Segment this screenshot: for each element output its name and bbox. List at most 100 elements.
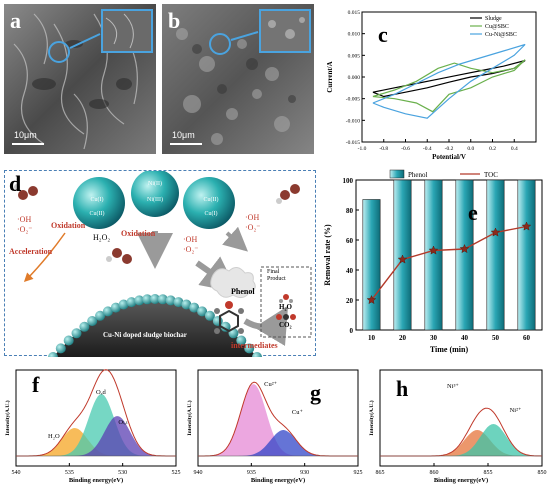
sem-texture-b [162, 4, 314, 154]
surface-bead [220, 321, 231, 332]
surface-bead [197, 306, 208, 317]
surface-bead [79, 321, 90, 332]
radicals-left: ·OH ·O₂⁻ [17, 215, 33, 234]
toc-line [370, 225, 527, 301]
radicals-right: ·OH ·O₂⁻ [245, 213, 261, 232]
y-axis-label: Intensity(A.U.) [4, 400, 11, 435]
xps-chart-g: 940 935 930 925 Binding energy(eV) Intensity(… [186, 369, 363, 484]
surface-bead [87, 316, 98, 326]
x-tick-label: 535 [65, 470, 74, 476]
inset-box-a [101, 9, 153, 53]
cv-series-Cu@SBC [372, 59, 526, 113]
x-tick-label: 10 [368, 334, 376, 342]
y-tick-label: -0.010 [346, 118, 360, 124]
x-tick-label: -1.0 [358, 146, 367, 152]
y-tick-label: 0.015 [348, 10, 361, 16]
y-axis-label: Intensity(A.U.) [186, 400, 193, 435]
plot-frame [355, 179, 543, 331]
panel-label-e: e [468, 200, 478, 225]
x-tick-label: 20 [399, 334, 407, 342]
final-product-label: Final Product [267, 269, 286, 282]
xps-panel-h: 865 860 855 850 Binding energy(eV) Intensity(… [366, 366, 548, 486]
x-axis-label: Binding energy(eV) [434, 477, 488, 484]
surface-bead [236, 335, 247, 346]
surface-bead [63, 335, 74, 346]
peak-label-ni3: Ni³⁺ [447, 383, 459, 390]
plot-frame [15, 369, 177, 467]
x-tick-label: -0.2 [445, 146, 454, 152]
xps-peak-fill [16, 416, 176, 456]
x-tick-label: 940 [194, 470, 203, 476]
peak-label-olat: Oₗₐₜ [118, 419, 128, 426]
x-axis-label: Time (min) [430, 345, 469, 354]
xps-peak-fill [380, 424, 542, 456]
toc-point [521, 221, 532, 231]
x-tick-label: -0.8 [379, 146, 388, 152]
legend-label: Cu@SBC [485, 24, 509, 30]
surface-bead [165, 295, 176, 306]
legend-label-phenol: Phenol [408, 171, 428, 179]
ion-label-1: Cu(I) [91, 196, 104, 203]
biochar-surface-beads [48, 294, 262, 357]
surface-bead [102, 306, 113, 317]
panel-label-d: d [9, 171, 22, 196]
xps-peak-fill [198, 384, 358, 456]
toc-point [459, 243, 470, 254]
plot-frame [197, 369, 359, 467]
toc-point [397, 254, 408, 264]
mechanism-svg: Ni(II) Cu(I) Cu(II) Ni(III) Cu(II) Cu(I) [14, 171, 312, 357]
y-axis-label: Removal rate (%) [323, 224, 332, 286]
surface-bead [204, 310, 215, 321]
peak-label-h2o: H₂O [48, 433, 60, 440]
surface-bead [181, 299, 192, 310]
x-axis-label: Potential/V [432, 153, 466, 161]
x-tick-label: 530 [118, 470, 127, 476]
y-tick-label: 20 [346, 297, 354, 305]
ion-label-5: Cu(I) [205, 210, 218, 217]
peak-label-ni2: Ni²⁺ [510, 407, 522, 414]
xps-peak-fill [16, 394, 176, 456]
panel-label-h: h [396, 376, 409, 401]
surface-bead [142, 294, 153, 305]
x-tick-label: 930 [300, 470, 309, 476]
surface-bead [110, 302, 121, 313]
surface-bead [126, 297, 137, 308]
h2o2-molecule-center [106, 248, 132, 264]
x-tick-label: -0.4 [423, 146, 432, 152]
surface-bead [157, 294, 168, 305]
panel-label-g: g [310, 380, 321, 405]
x-axis-label: Binding energy(eV) [251, 477, 305, 484]
h2o2-molecule-top-left [14, 184, 38, 200]
y-tick-label: 40 [346, 267, 354, 275]
legend-label-toc: TOC [484, 171, 498, 179]
y-tick-label: 80 [346, 207, 354, 215]
surface-bead [95, 310, 106, 321]
h2o2-molecule-top-right [276, 184, 300, 204]
co2-label: CO₂ [279, 321, 292, 329]
peak-label-cu1: Cu⁺ [292, 409, 304, 416]
h2o2-label: H₂O₂ [93, 233, 111, 242]
surface-bead [48, 352, 58, 357]
x-tick-label: 0.4 [511, 146, 518, 152]
sem-texture-a [4, 4, 156, 154]
surface-bead [252, 352, 262, 357]
mechanism-diagram: Ni(II) Cu(I) Cu(II) Ni(III) Cu(II) Cu(I)… [4, 170, 316, 357]
sem-image-a: a 10μm [4, 4, 156, 154]
bar-phenol [486, 179, 505, 331]
panel-label-a: a [10, 8, 21, 33]
y-tick-label: 0.010 [348, 32, 361, 38]
surface-bead [150, 294, 160, 304]
cv-chart: -1.0 -0.8 -0.6 -0.4 -0.2 0.0 0.2 0.4 -0.015 -0.01… [326, 10, 537, 161]
toc-point [366, 294, 377, 305]
x-tick-label: 0.2 [489, 146, 496, 152]
xps-peak-fill [380, 430, 542, 456]
ion-label-2: Cu(II) [90, 210, 105, 217]
xps-chart-h: 865 860 855 850 Binding energy(eV) Intensity(… [368, 369, 547, 484]
removal-chart-panel: 0 20 40 60 80 100 10 20 30 40 50 60 Time (min) Remova… [320, 168, 548, 360]
panel-label-f: f [32, 372, 40, 397]
phenol-cloud [210, 267, 256, 299]
acceleration-label: Acceleration [9, 247, 53, 256]
x-tick-label: 935 [247, 470, 256, 476]
y-tick-label: 100 [343, 177, 354, 185]
xps-peak-fill [16, 428, 176, 456]
